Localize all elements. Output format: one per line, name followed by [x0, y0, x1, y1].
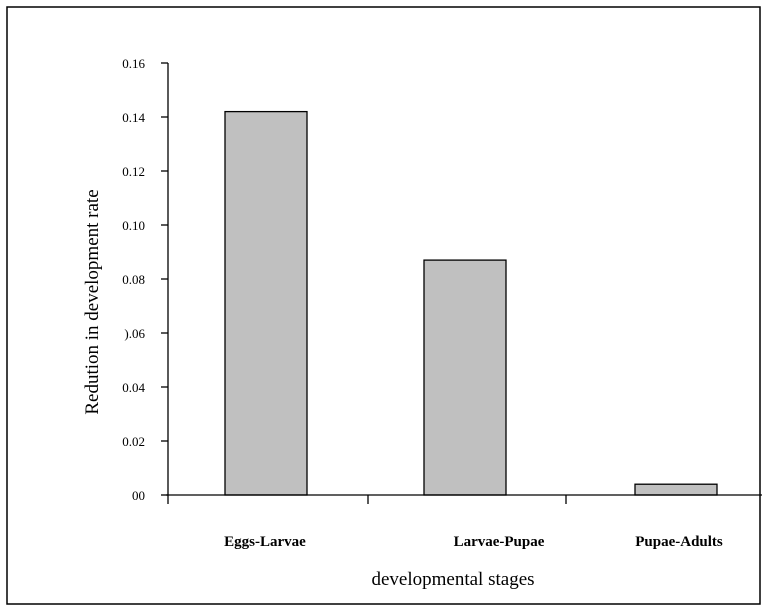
y-tick-label: ).06: [124, 326, 145, 341]
bar-pupae-adults: [634, 483, 718, 496]
bars-layer: [224, 110, 718, 496]
x-category-label: Larvae-Pupae: [454, 534, 545, 550]
y-tick-label: 0.16: [122, 56, 145, 71]
y-tick-label: 0.08: [122, 272, 145, 287]
x-category-label: Pupae-Adults: [635, 534, 723, 550]
y-tick-label: 0.10: [122, 218, 145, 233]
y-ticks-layer: 00 0.02 0.04 ).06 0.08 0.10 0.12 0.14 0.16: [122, 56, 168, 503]
bar-eggs-larvae: [224, 110, 308, 496]
chart-frame: [6, 6, 761, 605]
x-axis-title: developmental stages: [371, 569, 534, 590]
y-tick-label: 0.04: [122, 380, 145, 395]
y-tick-label: 0.02: [122, 434, 145, 449]
y-tick-label: 0.14: [122, 110, 145, 125]
y-tick-label: 0.12: [122, 164, 145, 179]
x-category-label: Eggs-Larvae: [224, 534, 306, 550]
x-categories-layer: Eggs-Larvae Larvae-Pupae Pupae-Adults: [224, 534, 723, 550]
y-tick-label: 00: [132, 488, 145, 503]
y-axis-title: Redution in development rate: [82, 189, 103, 414]
bar-larvae-pupae: [423, 259, 507, 496]
